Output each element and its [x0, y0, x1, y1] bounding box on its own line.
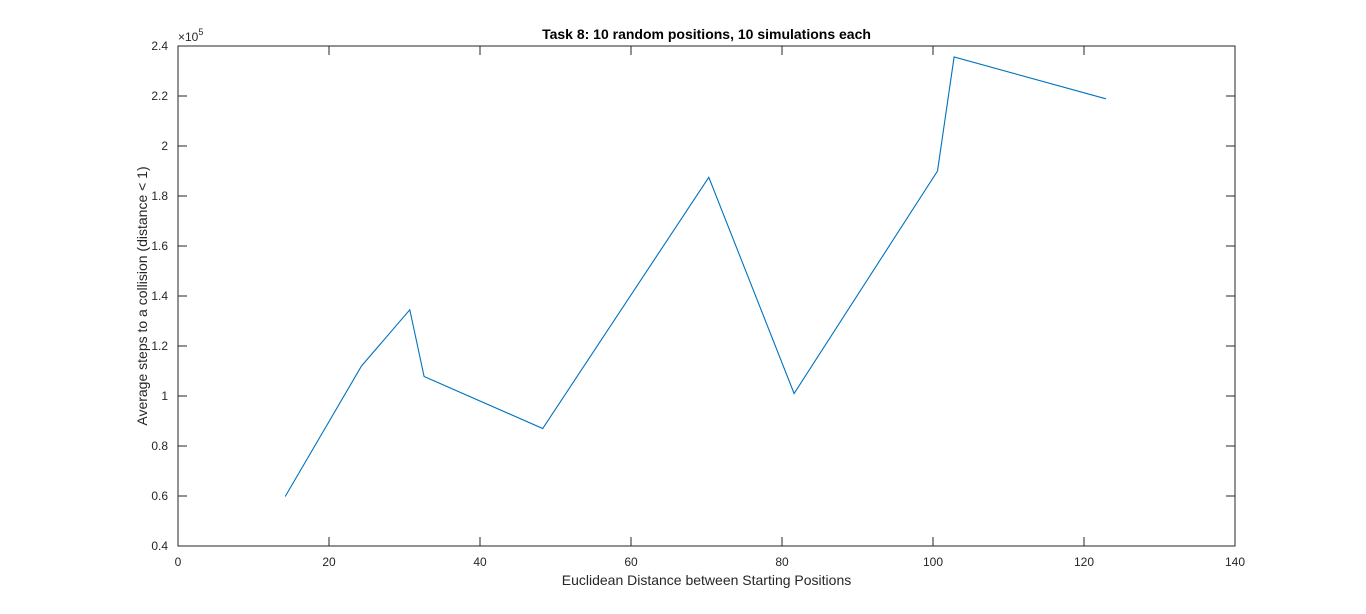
chart-title: Task 8: 10 random positions, 10 simulati… [542, 26, 871, 42]
y-axis-label: Average steps to a collision (distance <… [134, 166, 150, 425]
y-tick-label: 0.8 [151, 439, 168, 453]
x-tick-label: 120 [1074, 555, 1094, 569]
x-tick-label: 80 [775, 555, 789, 569]
x-tick-label: 20 [322, 555, 336, 569]
y-tick-label: 1.2 [151, 339, 168, 353]
y-exponent-base: ×10 [178, 30, 199, 44]
x-tick-label: 100 [923, 555, 943, 569]
x-tick-label: 60 [624, 555, 638, 569]
y-tick-label: 0.6 [151, 489, 168, 503]
x-axis-ticks: 0 20 40 60 80 100 120 140 [175, 46, 1245, 569]
y-tick-label: 2 [161, 139, 168, 153]
y-tick-label: 1.4 [151, 289, 168, 303]
x-tick-label: 0 [175, 555, 182, 569]
y-tick-label: 0.4 [151, 539, 168, 553]
y-exponent-label: ×105 [178, 27, 203, 44]
x-tick-label: 40 [473, 555, 487, 569]
y-tick-label: 1.8 [151, 189, 168, 203]
series-line-1 [284, 56, 1107, 497]
y-tick-label: 2.4 [151, 39, 168, 53]
plot-area [177, 45, 1236, 547]
x-tick-label: 140 [1225, 555, 1245, 569]
y-exponent-power: 5 [198, 27, 203, 37]
y-tick-label: 1.6 [151, 239, 168, 253]
series-layer [284, 56, 1107, 497]
y-axis-ticks: 0.4 0.6 0.8 1 1.2 1.4 1.6 1.8 2 2.2 2.4 [151, 39, 1235, 553]
x-axis-label: Euclidean Distance between Starting Posi… [562, 572, 852, 588]
y-tick-label: 2.2 [151, 89, 168, 103]
y-tick-label: 1 [161, 389, 168, 403]
